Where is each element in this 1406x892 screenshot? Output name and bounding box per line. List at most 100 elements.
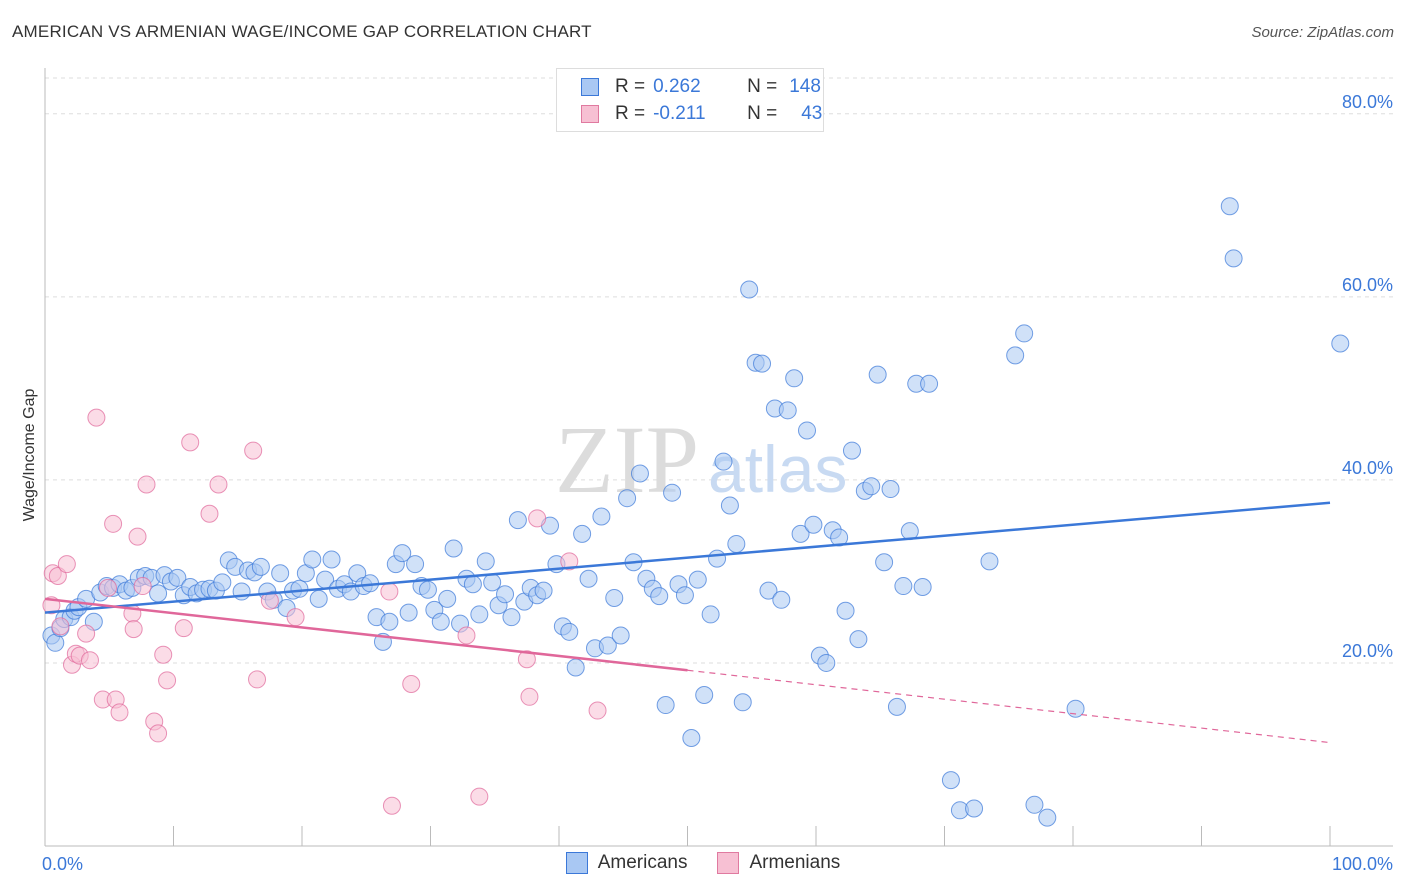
r-value: -0.211: [653, 103, 706, 124]
american-point: [862, 477, 881, 496]
american-point: [887, 697, 906, 716]
american-point: [309, 589, 328, 608]
american-point: [875, 553, 894, 572]
armenian-point: [248, 670, 267, 689]
american-point: [508, 511, 527, 530]
american-point: [849, 630, 868, 649]
american-point: [868, 365, 887, 384]
american-point: [534, 581, 553, 600]
american-point: [695, 685, 714, 704]
american-point: [1025, 795, 1044, 814]
armenian-point: [470, 787, 489, 806]
armenian-point: [98, 578, 117, 597]
n-label: N =: [747, 76, 778, 97]
american-point: [611, 626, 630, 645]
american-point: [1006, 346, 1025, 365]
american-point: [463, 575, 482, 594]
american-point: [727, 534, 746, 553]
x-tick-label: 100.0%: [1332, 854, 1393, 874]
armenian-point: [110, 703, 129, 722]
american-point: [438, 589, 457, 608]
american-point: [418, 580, 437, 599]
american-point: [656, 696, 675, 715]
armenian-point: [158, 671, 177, 690]
armenian-point: [124, 620, 143, 639]
armenian-point: [382, 796, 401, 815]
american-point: [682, 728, 701, 747]
armenian-point: [137, 475, 156, 494]
source-label: Source: ZipAtlas.com: [1251, 24, 1394, 41]
n-value: 148: [789, 76, 821, 97]
american-point: [881, 480, 900, 499]
american-point: [573, 524, 592, 543]
armenians-legend-swatch: [717, 852, 740, 874]
american-point: [618, 489, 637, 508]
american-point: [251, 557, 270, 576]
r-label: R =: [615, 103, 646, 124]
watermark: ZIP atlas: [555, 406, 847, 513]
x-tick-label: 0.0%: [42, 854, 83, 874]
armenians-swatch: [581, 105, 599, 123]
trend-layer: [44, 501, 1331, 744]
axis-layer: 20.0% 40.0% 60.0% 80.0% 0.0% 100.0%: [42, 68, 1393, 874]
american-point: [720, 496, 739, 515]
r-value: 0.262: [653, 76, 701, 97]
american-point: [1224, 249, 1243, 268]
legend-item-armenians[interactable]: Armenians: [717, 852, 840, 874]
legend-item-americans[interactable]: Americans: [565, 852, 688, 874]
american-point: [842, 441, 861, 460]
american-point: [817, 653, 836, 672]
r-label: R =: [615, 76, 646, 97]
american-point: [380, 612, 399, 631]
armenian-point: [51, 617, 70, 636]
american-point: [560, 622, 579, 641]
american-point: [675, 586, 694, 605]
american-point: [798, 421, 817, 440]
american-point: [714, 452, 733, 471]
armenians-trend-extension: [687, 669, 1331, 744]
american-point: [980, 552, 999, 571]
american-point: [804, 515, 823, 534]
armenian-point: [200, 504, 219, 523]
watermark-atlas: atlas: [708, 432, 847, 506]
armenian-point: [517, 650, 536, 669]
american-point: [733, 693, 752, 712]
americans-legend-label: Americans: [597, 852, 688, 873]
y-tick-label: 80.0%: [1342, 92, 1393, 112]
armenian-point: [402, 674, 421, 693]
armenian-point: [528, 509, 547, 528]
armenian-point: [154, 645, 173, 664]
american-point: [399, 603, 418, 622]
american-point: [290, 579, 309, 598]
american-point: [579, 569, 598, 588]
armenian-point: [560, 552, 579, 571]
y-axis-title: Wage/Income Gap: [21, 389, 38, 522]
american-point: [1015, 324, 1034, 343]
american-point: [598, 636, 617, 655]
americans-trend-line: [44, 501, 1331, 614]
legend-row-americans: R = 0.262 N = 148: [581, 75, 821, 99]
n-value: 43: [801, 103, 823, 124]
american-point: [772, 590, 791, 609]
american-point: [605, 588, 624, 607]
american-point: [965, 799, 984, 818]
americans-swatch: [581, 78, 599, 96]
american-point: [650, 587, 669, 606]
armenian-point: [149, 724, 168, 743]
stats-legend: R = 0.262 N = 148 R = -0.211 N = 43: [556, 68, 824, 132]
american-point: [502, 608, 521, 627]
american-point: [496, 585, 515, 604]
armenian-point: [244, 441, 263, 460]
american-point: [740, 280, 759, 299]
american-point: [431, 612, 450, 631]
american-point: [688, 570, 707, 589]
armenian-point: [77, 624, 96, 643]
american-point: [271, 564, 290, 583]
american-point: [785, 369, 804, 388]
armenian-point: [80, 651, 99, 670]
armenians-trend-line: [44, 597, 688, 672]
american-point: [920, 374, 939, 393]
armenian-point: [457, 626, 476, 645]
armenian-point: [133, 577, 152, 596]
